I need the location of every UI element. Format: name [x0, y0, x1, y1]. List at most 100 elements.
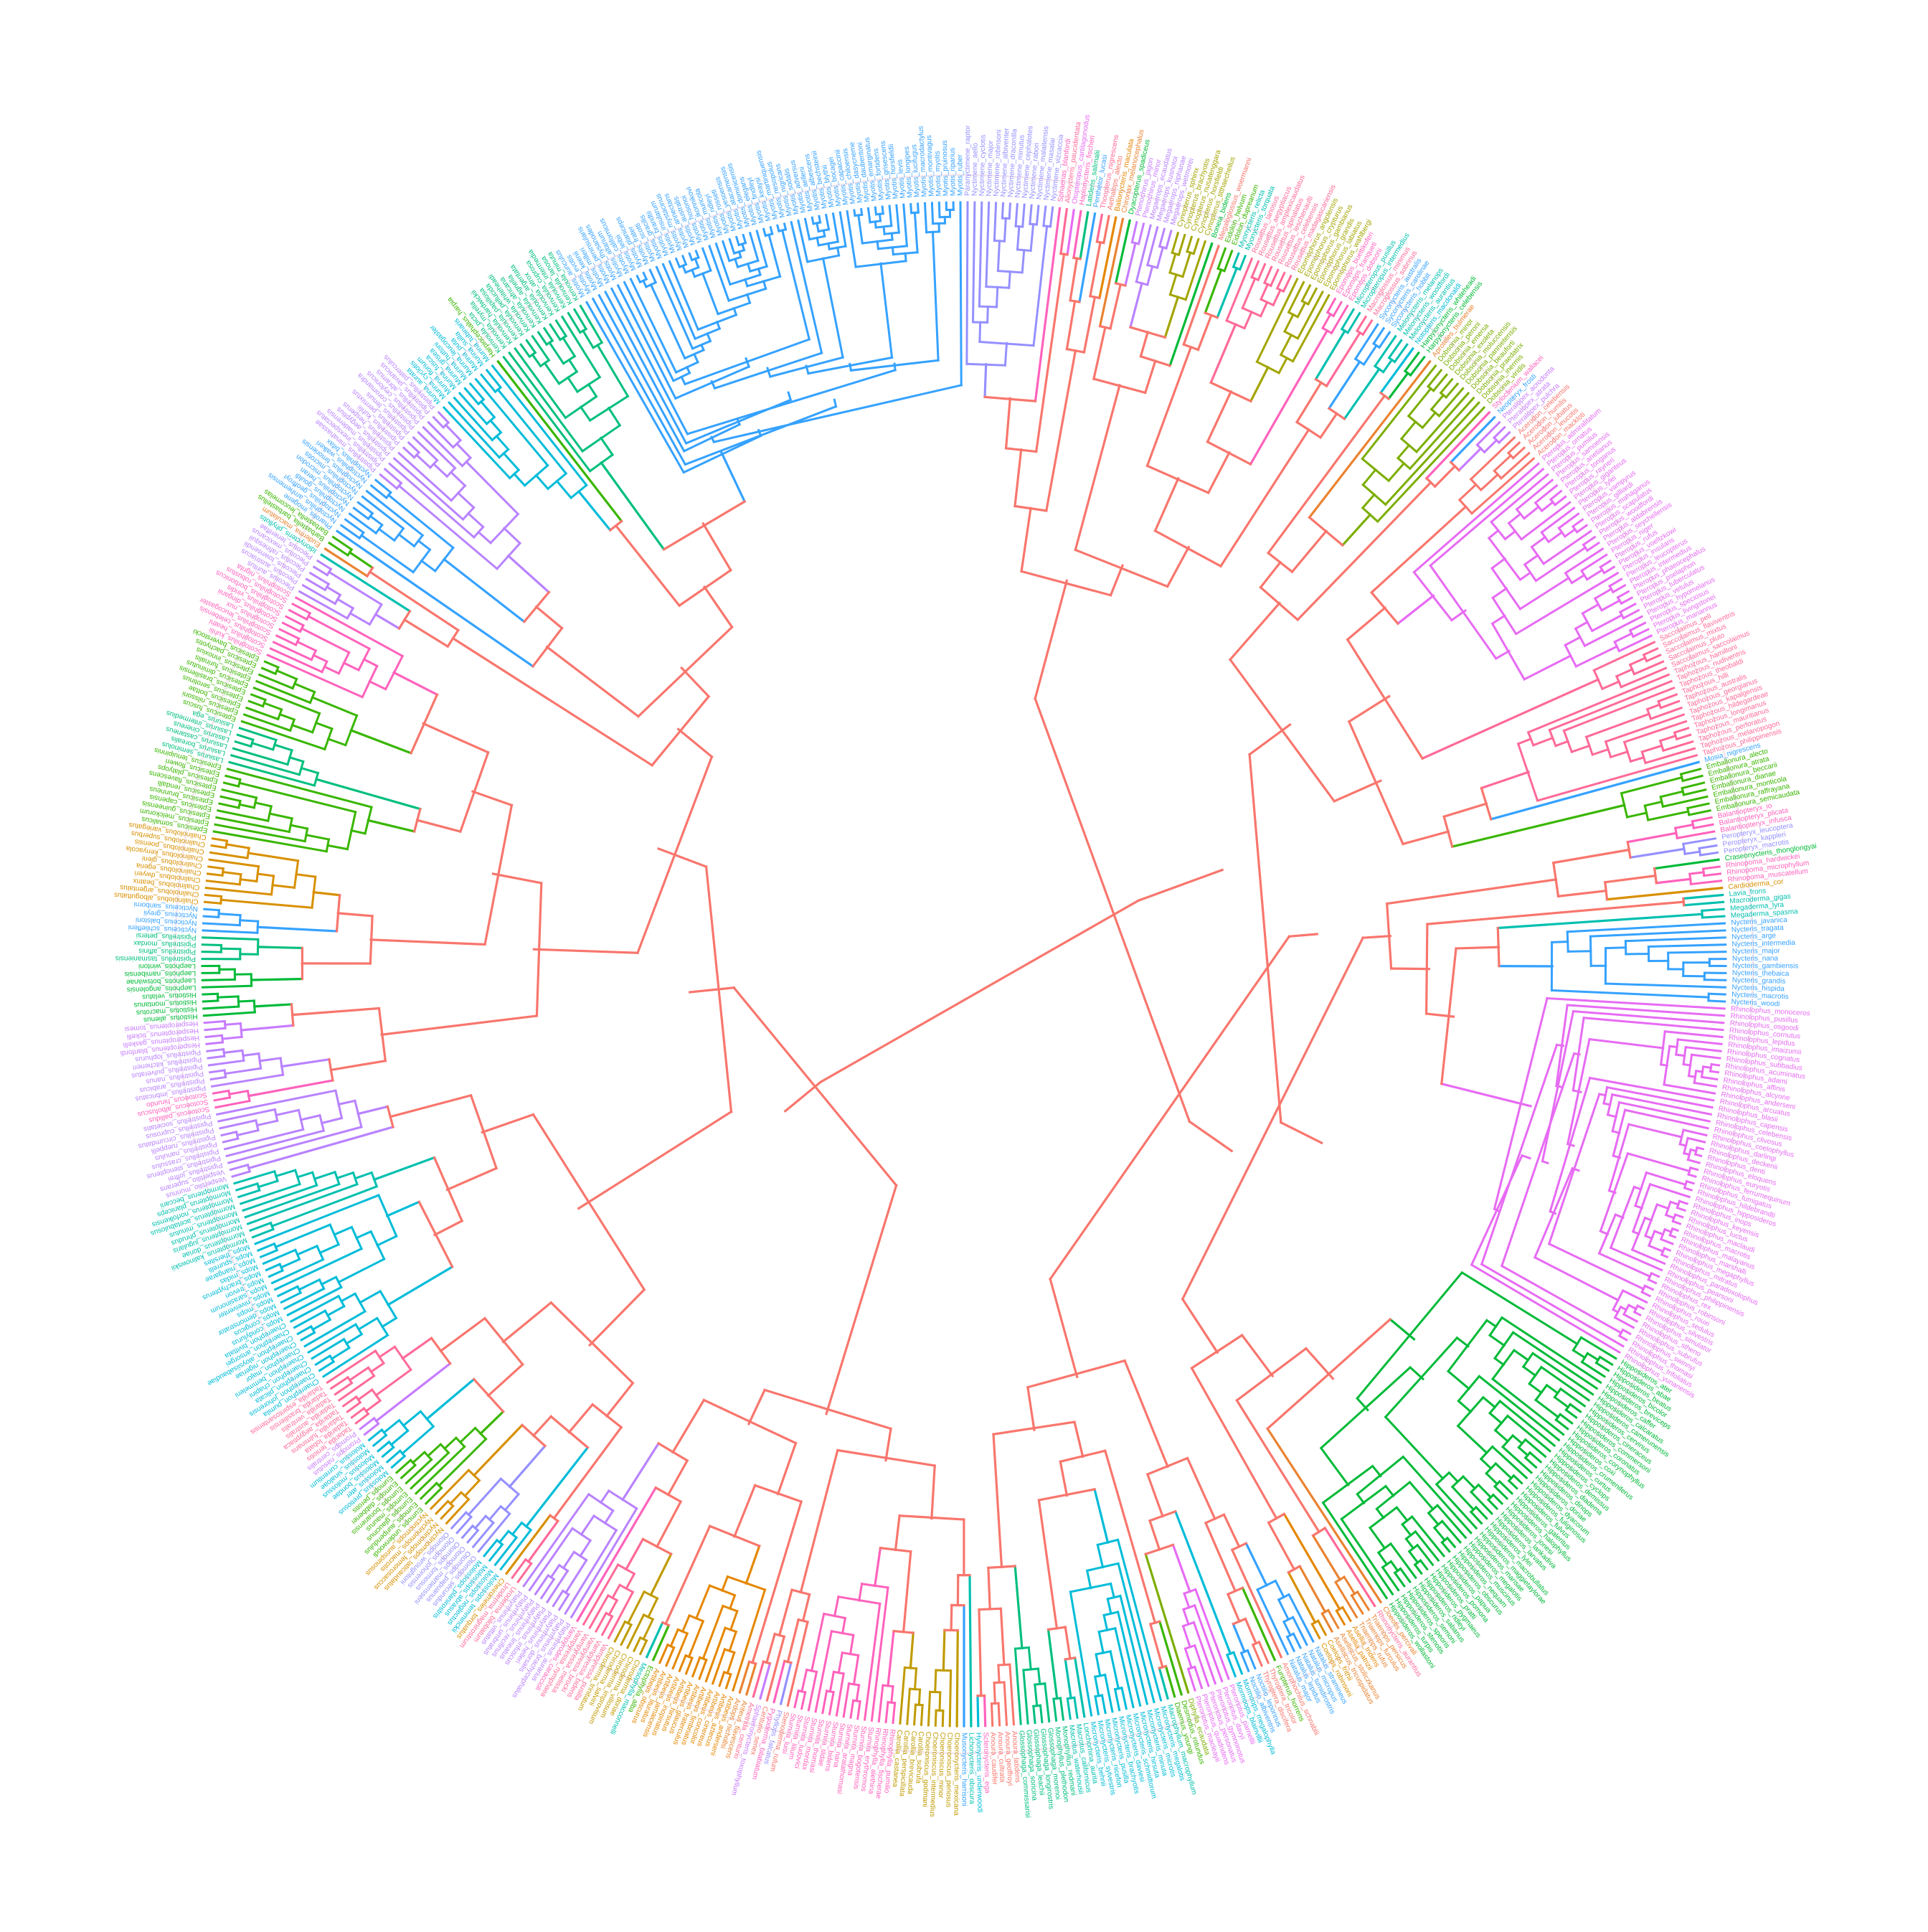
tree-edge	[245, 715, 290, 730]
tree-edge	[1648, 705, 1660, 709]
tree-edge	[994, 1683, 995, 1704]
tree-edge	[1422, 413, 1435, 428]
tree-edge	[1627, 1154, 1689, 1172]
tree-edge	[270, 814, 292, 819]
tree-edge	[1642, 745, 1662, 752]
tree-edge	[504, 1303, 552, 1342]
tree-edge	[1402, 422, 1416, 439]
tree-edge	[1547, 999, 1724, 1009]
tree-edge	[1028, 1387, 1034, 1430]
tree-edge	[405, 620, 448, 646]
tree-edge	[626, 1539, 643, 1569]
tree-edge	[1508, 1416, 1550, 1451]
tree-edge	[1001, 1608, 1004, 1664]
tree-edge	[293, 604, 310, 613]
tree-edge	[1136, 282, 1148, 285]
tree-edge	[1685, 852, 1700, 854]
tree-edge	[1702, 910, 1703, 918]
tree-edge	[211, 1077, 225, 1079]
tree-edge	[1551, 491, 1561, 500]
tree-edge	[497, 543, 520, 569]
tree-edge	[1458, 1401, 1470, 1412]
backbone-edges	[241, 208, 1723, 1726]
tree-edge	[1302, 286, 1310, 301]
tree-edge	[1683, 895, 1723, 899]
tree-edge	[731, 1611, 737, 1630]
tree-edge	[320, 1362, 334, 1370]
tree-edge	[476, 1516, 486, 1528]
tree-edge	[298, 1327, 311, 1334]
tree-edge	[905, 253, 906, 261]
tree-edge	[859, 1584, 862, 1601]
tree-edge	[994, 203, 996, 241]
tree-edge	[1523, 1367, 1536, 1375]
tree-edge	[313, 1320, 330, 1330]
tree-edge	[435, 548, 453, 571]
tree-edge	[1095, 1489, 1107, 1542]
tree-edge	[1010, 1664, 1014, 1725]
tree-edge	[281, 1259, 299, 1267]
tree-edge	[1039, 1500, 1057, 1629]
tree-edge	[1645, 802, 1662, 806]
tree-edge	[1018, 227, 1019, 250]
tree-edge	[1627, 833, 1676, 842]
tree-edge	[1522, 1156, 1530, 1159]
tree-edge	[366, 1400, 380, 1411]
tree-edge	[417, 455, 430, 468]
tree-edge	[778, 1443, 796, 1494]
tree-edge	[1565, 637, 1580, 645]
tree-edge	[1165, 297, 1178, 337]
tree-edge	[1242, 278, 1254, 308]
tree-edge	[1251, 367, 1268, 401]
tree-edge	[316, 1356, 330, 1365]
tree-edge	[338, 599, 353, 608]
tree-edge	[967, 202, 968, 364]
tree-edge	[1414, 464, 1538, 572]
tree-edge	[203, 938, 258, 940]
tree-edge	[1595, 589, 1612, 598]
tree-edge	[1208, 392, 1232, 442]
tree-edge	[590, 455, 613, 471]
tree-edge	[1349, 697, 1389, 722]
tree-edge	[446, 425, 460, 440]
tree-edge	[370, 516, 382, 524]
tree-edge	[1491, 762, 1698, 819]
tree-edge	[219, 1110, 275, 1122]
tree-edge	[351, 831, 365, 834]
tree-edge	[1629, 1124, 1682, 1137]
tree-edge	[1322, 1610, 1328, 1613]
tree-edge	[727, 1674, 731, 1688]
tree-edge	[970, 1575, 971, 1726]
tree-edge	[1070, 258, 1077, 301]
tree-edge	[1630, 658, 1645, 664]
tree-edge	[312, 1339, 344, 1359]
tree-edge	[377, 1236, 397, 1245]
tree-edge	[997, 287, 998, 307]
tree-edge	[1002, 203, 1003, 218]
tree-edge	[463, 1526, 473, 1537]
tree-edge	[1209, 453, 1229, 493]
tree-edge	[1483, 1398, 1495, 1408]
tree-edge	[1288, 1573, 1315, 1623]
tree-edge	[1298, 482, 1431, 620]
tree-edge	[1159, 1668, 1168, 1698]
tree-edge	[960, 202, 961, 385]
tree-edge	[1009, 204, 1010, 219]
tree-edge	[1663, 742, 1693, 750]
tree-edge	[376, 614, 400, 628]
tree-edge	[1520, 572, 1530, 580]
tree-edge	[1287, 1637, 1294, 1651]
tree-edge	[273, 885, 295, 888]
tree-edge	[910, 1633, 913, 1668]
tree-edge	[580, 1540, 590, 1556]
tree-edge	[275, 745, 292, 750]
tree-edge	[1357, 1494, 1364, 1503]
tree-edge	[275, 1225, 330, 1247]
tree-edge	[1647, 655, 1660, 661]
tree-edge	[493, 874, 542, 883]
tree-edge	[1549, 532, 1562, 542]
tree-edge	[1061, 209, 1067, 254]
tree-edge	[1577, 525, 1587, 532]
tree-edge	[465, 1481, 479, 1497]
